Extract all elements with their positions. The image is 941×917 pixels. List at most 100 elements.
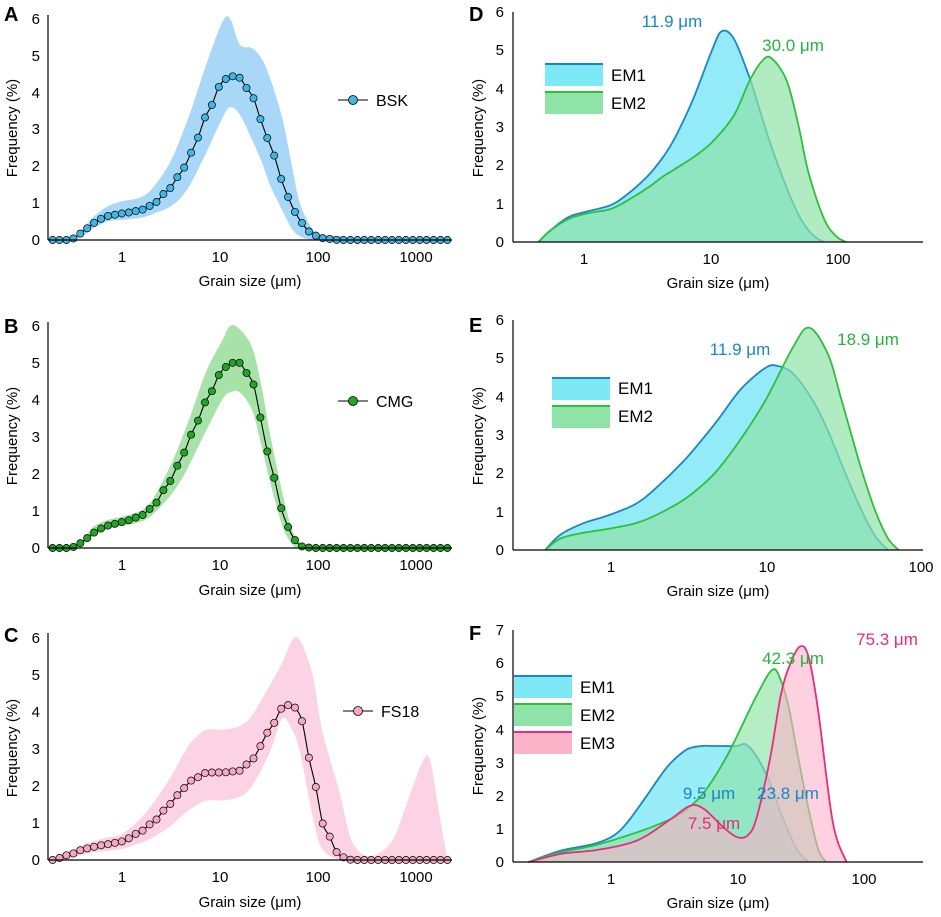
x-tick-label: 1000 bbox=[399, 249, 432, 266]
y-tick-label: 1 bbox=[32, 503, 40, 520]
data-point bbox=[152, 198, 161, 206]
y-tick-label: 1 bbox=[496, 504, 504, 521]
legend-label-e-em2: EM2 bbox=[618, 407, 653, 426]
legend-label-d-em2: EM2 bbox=[611, 94, 646, 113]
plot-area-b bbox=[48, 324, 452, 552]
y-tick-label: 6 bbox=[32, 11, 40, 28]
y-tick-label: 1 bbox=[496, 196, 504, 213]
legend-label-f-em3: EM3 bbox=[580, 734, 615, 753]
data-point bbox=[221, 768, 230, 777]
legend-swatch-d-em1 bbox=[545, 64, 603, 86]
data-point bbox=[291, 703, 299, 712]
x-tick-label: 1 bbox=[118, 869, 126, 886]
peak-label-f-em3a: 75.3 μm bbox=[856, 630, 918, 649]
data-point bbox=[187, 430, 196, 439]
data-point bbox=[318, 819, 327, 828]
data-point bbox=[97, 524, 106, 533]
data-point bbox=[270, 718, 279, 727]
y-axis-label-d: Frequency (%) bbox=[470, 79, 487, 177]
y-ticks-d: 0 1 2 3 4 5 6 bbox=[496, 4, 504, 251]
x-tick-label: 1000 bbox=[399, 869, 432, 886]
x-axis-label-e: Grain size (μm) bbox=[667, 583, 770, 600]
y-tick-label: 6 bbox=[496, 312, 504, 329]
legend-label-c: FS18 bbox=[381, 704, 419, 721]
panel-c: C 0 1 2 3 4 5 6 1 10 100 1000 Grain size… bbox=[4, 625, 452, 911]
data-point bbox=[263, 133, 272, 142]
data-point bbox=[173, 791, 182, 800]
y-tick-label: 4 bbox=[496, 722, 504, 739]
data-point bbox=[145, 201, 154, 210]
data-point bbox=[235, 766, 244, 775]
y-tick-label: 1 bbox=[496, 821, 504, 838]
y-tick-label: 2 bbox=[32, 158, 40, 175]
y-tick-label: 5 bbox=[496, 42, 504, 59]
data-point bbox=[277, 174, 286, 183]
data-point bbox=[104, 840, 112, 849]
data-point bbox=[180, 784, 189, 793]
x-axis-label-b: Grain size (μm) bbox=[199, 582, 302, 599]
data-point bbox=[83, 224, 92, 233]
data-point bbox=[187, 776, 196, 785]
legend-label-f-em1: EM1 bbox=[580, 678, 615, 697]
data-point bbox=[249, 754, 258, 763]
x-tick-label: 100 bbox=[305, 557, 330, 574]
x-ticks-a: 1 10 100 1000 bbox=[118, 249, 433, 266]
data-point bbox=[207, 768, 216, 777]
data-point bbox=[235, 358, 244, 367]
peak-label-e-em2: 18.9 μm bbox=[837, 330, 899, 349]
axes-a bbox=[47, 15, 452, 241]
data-point bbox=[90, 842, 99, 851]
data-point bbox=[83, 534, 92, 543]
line-em2 bbox=[537, 55, 847, 243]
y-tick-label: 2 bbox=[32, 466, 40, 483]
data-point bbox=[194, 773, 202, 782]
data-point bbox=[311, 783, 320, 791]
axes-f bbox=[512, 630, 923, 863]
x-tick-label: 1 bbox=[580, 251, 588, 268]
panel-letter-b: B bbox=[4, 316, 18, 338]
data-point bbox=[284, 701, 293, 710]
data-point bbox=[124, 834, 133, 843]
data-point bbox=[284, 523, 293, 531]
panel-d: D 0 1 2 3 4 5 6 1 10 100 Grain size (μm)… bbox=[469, 4, 923, 292]
x-tick-label: 1 bbox=[118, 249, 126, 266]
y-tick-label: 5 bbox=[496, 688, 504, 705]
axes-e bbox=[512, 320, 923, 551]
x-tick-label: 1 bbox=[607, 871, 615, 888]
data-point bbox=[228, 767, 237, 776]
data-point bbox=[117, 518, 126, 527]
data-point bbox=[110, 838, 119, 847]
y-tick-label: 0 bbox=[32, 852, 40, 869]
data-point bbox=[180, 163, 189, 172]
area-em2 bbox=[528, 669, 826, 862]
line-em2 bbox=[544, 326, 900, 551]
data-point bbox=[131, 207, 140, 216]
y-tick-label: 2 bbox=[496, 157, 504, 174]
data-point bbox=[214, 371, 223, 380]
x-axis-label-a: Grain size (μm) bbox=[199, 273, 302, 290]
data-point bbox=[76, 229, 85, 238]
panel-f: F 0 1 2 3 4 5 6 7 1 10 100 Grain size (μ… bbox=[469, 622, 923, 912]
data-point bbox=[145, 820, 154, 829]
y-tick-label: 4 bbox=[496, 389, 504, 406]
data-point bbox=[166, 477, 175, 485]
legend-swatch-f-em1 bbox=[514, 676, 572, 698]
data-point bbox=[173, 461, 182, 470]
legend-c: FS18 bbox=[343, 704, 419, 721]
data-point bbox=[194, 416, 202, 425]
x-tick-label: 1 bbox=[118, 557, 126, 574]
area-em3 bbox=[528, 645, 847, 862]
panel-letter-a: A bbox=[4, 4, 18, 26]
x-ticks-e: 1 10 100 bbox=[607, 559, 934, 576]
x-tick-label: 10 bbox=[212, 249, 229, 266]
y-ticks-f: 0 1 2 3 4 5 6 7 bbox=[496, 622, 504, 871]
data-point bbox=[145, 504, 154, 513]
y-ticks-c: 0 1 2 3 4 5 6 bbox=[32, 630, 40, 869]
legend-f: EM1 EM2 EM3 bbox=[514, 675, 615, 754]
y-tick-label: 1 bbox=[32, 195, 40, 212]
y-tick-label: 0 bbox=[496, 542, 504, 559]
x-tick-label: 1 bbox=[607, 559, 615, 576]
data-point bbox=[256, 413, 265, 422]
data-point bbox=[201, 769, 209, 778]
panel-letter-c: C bbox=[4, 625, 18, 647]
